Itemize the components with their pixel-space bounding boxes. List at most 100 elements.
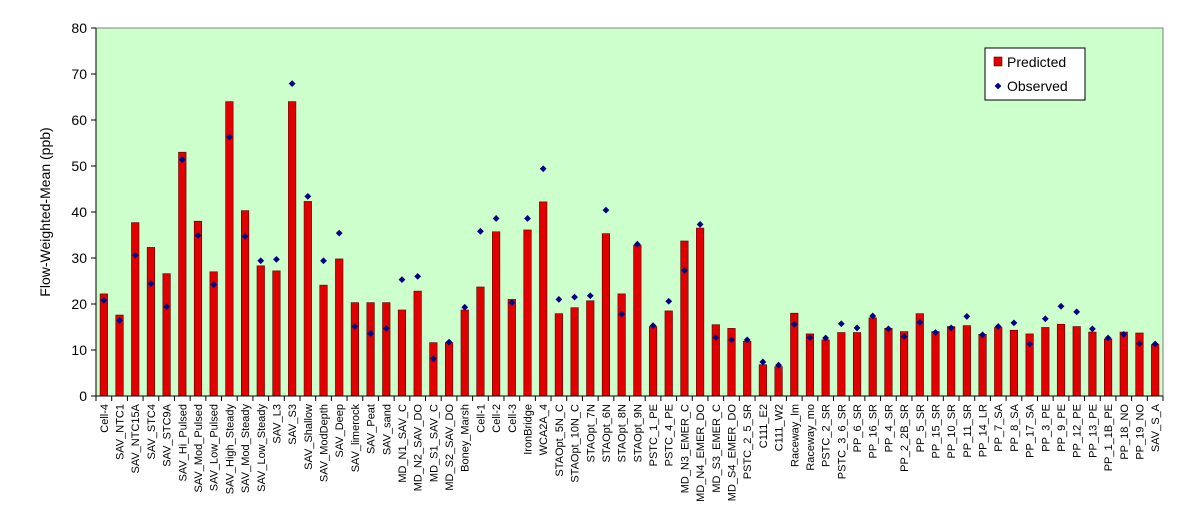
x-tick-label: SAV_S3 [287, 404, 299, 445]
bar-predicted [256, 265, 265, 397]
marker-observed [837, 320, 845, 328]
bar-predicted [1151, 344, 1160, 397]
x-tick-label: MD_S3_EMER_C [711, 404, 723, 493]
marker-observed [759, 358, 767, 366]
x-tick-label: Raceway_mo [805, 404, 817, 471]
x-tick-label: WCA2A_4 [538, 404, 550, 455]
bar-predicted [492, 231, 501, 397]
bar-predicted [1119, 331, 1128, 397]
bar-predicted [335, 258, 344, 397]
marker-observed [728, 336, 735, 344]
bar-predicted [664, 310, 673, 397]
x-tick-label: MD_N2_SAV_DO [413, 404, 425, 492]
x-tick-label: SAV_NTC1 [115, 404, 127, 460]
x-tick-label: MD_N3_EMER_C [679, 404, 691, 493]
bar-predicted [947, 326, 956, 397]
x-tick-label: PP_19_NO [1134, 404, 1146, 460]
y-tick-label: 0 [79, 388, 87, 404]
x-tick-label: C111_W2 [774, 404, 786, 451]
x-tick-label: PP_14_LR [978, 404, 990, 457]
y-tick-label: 40 [71, 204, 87, 220]
legend-marker-observed [994, 82, 1002, 90]
x-tick-label: SAV_Deep [334, 404, 346, 458]
bar-predicted [680, 240, 689, 397]
y-tick-label: 50 [71, 158, 87, 174]
bar-predicted [900, 331, 909, 397]
x-tick-label: PP_3_PE [1040, 404, 1052, 452]
marker-observed [712, 334, 720, 341]
marker-observed [947, 324, 955, 332]
marker-observed [963, 313, 971, 320]
marker-observed [492, 215, 500, 222]
bar-predicted [554, 313, 563, 397]
bar-predicted [444, 342, 454, 397]
x-tick-label: PP_9_PE [1056, 404, 1068, 452]
bar-predicted [319, 284, 328, 397]
bar-predicted [931, 331, 940, 397]
marker-observed [1136, 340, 1143, 347]
bar-predicted [774, 366, 783, 397]
x-tick-label: PP_2_2B_SR [899, 404, 911, 472]
marker-observed [398, 276, 406, 284]
x-tick-label: SAV_Shallow [303, 404, 315, 470]
bar-predicted [162, 273, 171, 397]
x-tick-label: SAV_High_Steady [224, 404, 236, 495]
x-tick-label: Raceway_lm [789, 404, 801, 467]
y-tick-label: 20 [71, 296, 87, 312]
bar-predicted [821, 339, 830, 397]
x-tick-label: SAV_STC4 [146, 404, 158, 459]
x-tick-label: PSTC_2_5_SR [742, 404, 754, 479]
bar-predicted [99, 293, 108, 397]
bar-predicted [586, 300, 595, 397]
x-tick-label: SAV_L3 [271, 404, 283, 444]
marker-observed [257, 257, 265, 265]
x-tick-label: Cell-4 [99, 404, 111, 433]
bar-predicted [146, 247, 155, 397]
bar-predicted [868, 317, 877, 397]
marker-observed [320, 257, 327, 265]
marker-observed [775, 361, 782, 369]
bar-predicted [460, 309, 469, 397]
bar-predicted [193, 220, 203, 397]
marker-observed [681, 267, 688, 274]
marker-observed [163, 303, 171, 311]
marker-observed [273, 255, 280, 263]
marker-observed [1104, 334, 1112, 342]
bar-predicted [272, 270, 281, 397]
x-tick-label: MD_N1_SAV_C [397, 404, 409, 483]
legend-label-observed: Observed [1007, 78, 1068, 94]
bar-predicted [601, 233, 611, 397]
legend-box [984, 47, 1086, 101]
bar-predicted [539, 201, 548, 397]
marker-observed [994, 323, 1002, 330]
marker-observed [885, 325, 892, 333]
x-tick-label: SAV_Low_Pulsed [209, 404, 221, 491]
x-tick-label: PP_8_SA [1009, 403, 1021, 451]
x-tick-label: PP_5_SR [915, 404, 927, 452]
x-tick-label: STAOpt_8N [617, 404, 629, 463]
x-tick-label: IronBridge [523, 404, 535, 455]
bar-predicted [852, 332, 862, 397]
bar-predicted [1072, 326, 1081, 397]
y-tick-label: 80 [71, 20, 87, 36]
x-tick-label: PSTC_2_SR [821, 404, 833, 467]
bar-predicted [476, 286, 485, 397]
marker-observed [335, 229, 343, 237]
bar-predicted [633, 244, 642, 397]
bar-predicted [570, 307, 579, 397]
bar-predicted [429, 342, 438, 397]
y-tick-label: 70 [71, 66, 87, 82]
predicted-bars [99, 101, 1160, 397]
bar-predicted [743, 340, 752, 397]
marker-observed [869, 312, 877, 320]
marker-observed [351, 323, 359, 330]
marker-observed [429, 355, 437, 363]
x-tick-label: PP_11_SR [962, 404, 974, 458]
bar-predicted [397, 309, 407, 397]
marker-observed [445, 338, 453, 346]
bar-predicted [617, 293, 626, 397]
x-tick-label: PP_1_1B_PE [1103, 404, 1115, 471]
bar-predicted [696, 227, 705, 397]
x-tick-label: Cell-3 [507, 404, 519, 433]
